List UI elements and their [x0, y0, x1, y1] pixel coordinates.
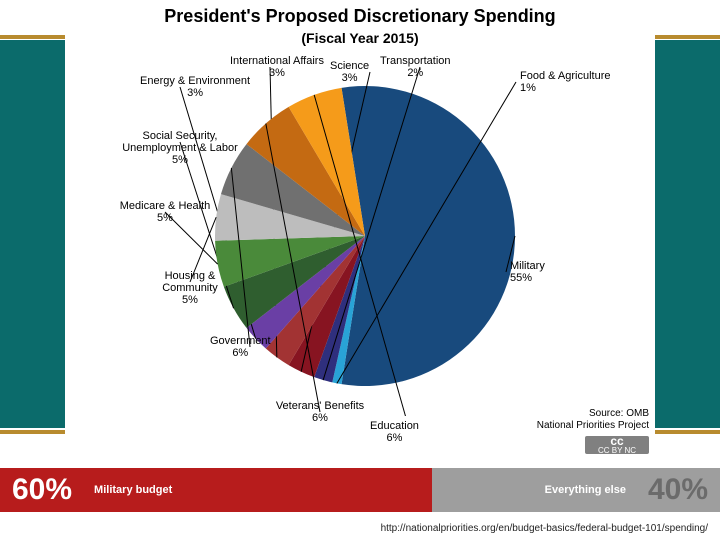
slice-label-pct: 55% — [510, 272, 545, 284]
slice-label: Medicare & Health5% — [110, 200, 220, 224]
footer-bar: 60% Military budget Everything else 40% — [0, 468, 720, 512]
slice-label-text: Government — [210, 335, 271, 347]
slice-label-text: Food & Agriculture — [520, 70, 611, 82]
slice-label-pct: 6% — [370, 432, 419, 444]
slice-label-pct: 6% — [210, 347, 271, 359]
slice-label-pct: 1% — [520, 82, 611, 94]
citation-url: http://nationalpriorities.org/en/budget-… — [0, 523, 720, 534]
cc-badge: cc CC BY NC — [585, 436, 649, 454]
slice-label: Energy & Environment3% — [140, 75, 250, 99]
slice-label-pct: 3% — [140, 87, 250, 99]
chart-source: Source: OMB National Priorities Project — [537, 408, 649, 432]
slice-label-text: Veterans' Benefits — [276, 400, 364, 412]
slice-label-text: Science — [330, 60, 369, 72]
footer-right-pct: 40% — [636, 473, 720, 507]
slice-label-text: Education — [370, 420, 419, 432]
slice-label-pct: 6% — [270, 412, 370, 424]
source-line-1: Source: OMB — [589, 408, 649, 419]
footer-right-label: Everything else — [535, 484, 636, 496]
slice-label-pct: 3% — [330, 72, 369, 84]
slice-label: Science3% — [330, 60, 369, 84]
source-line-2: National Priorities Project — [537, 420, 649, 431]
slice-label: Education6% — [370, 420, 419, 444]
chart-subtitle: (Fiscal Year 2015) — [65, 30, 655, 46]
slice-label: Housing & Community5% — [145, 270, 235, 306]
pie-chart — [65, 46, 655, 416]
slice-label: Military55% — [510, 260, 545, 284]
slice-label: Social Security, Unemployment & Labor5% — [120, 130, 240, 166]
slice-label-text: Transportation — [380, 55, 451, 67]
cc-text: CC BY NC — [598, 446, 636, 455]
slice-label: Government6% — [210, 335, 271, 359]
slice-label-text: Social Security, Unemployment & Labor — [122, 130, 238, 154]
slice-label-pct: 5% — [120, 154, 240, 166]
slice-label-text: Housing & Community — [162, 270, 218, 294]
slice-label: Transportation2% — [380, 55, 451, 79]
footer-left-bar: 60% Military budget — [0, 468, 432, 512]
slice-label-text: Medicare & Health — [120, 200, 211, 212]
slice-label: Food & Agriculture1% — [520, 70, 611, 94]
chart-title: President's Proposed Discretionary Spend… — [65, 6, 655, 27]
slice-label-text: Military — [510, 260, 545, 272]
slice-label: Veterans' Benefits6% — [270, 400, 370, 424]
footer-left-pct: 60% — [0, 473, 84, 507]
slice-label-pct: 5% — [110, 212, 220, 224]
slice-label-text: Energy & Environment — [140, 75, 250, 87]
slice-label-pct: 5% — [145, 294, 235, 306]
footer-left-label: Military budget — [84, 484, 182, 496]
slice-label-pct: 2% — [380, 67, 451, 79]
footer-right-bar: Everything else 40% — [432, 468, 720, 512]
slice-label-text: International Affairs — [230, 55, 324, 67]
